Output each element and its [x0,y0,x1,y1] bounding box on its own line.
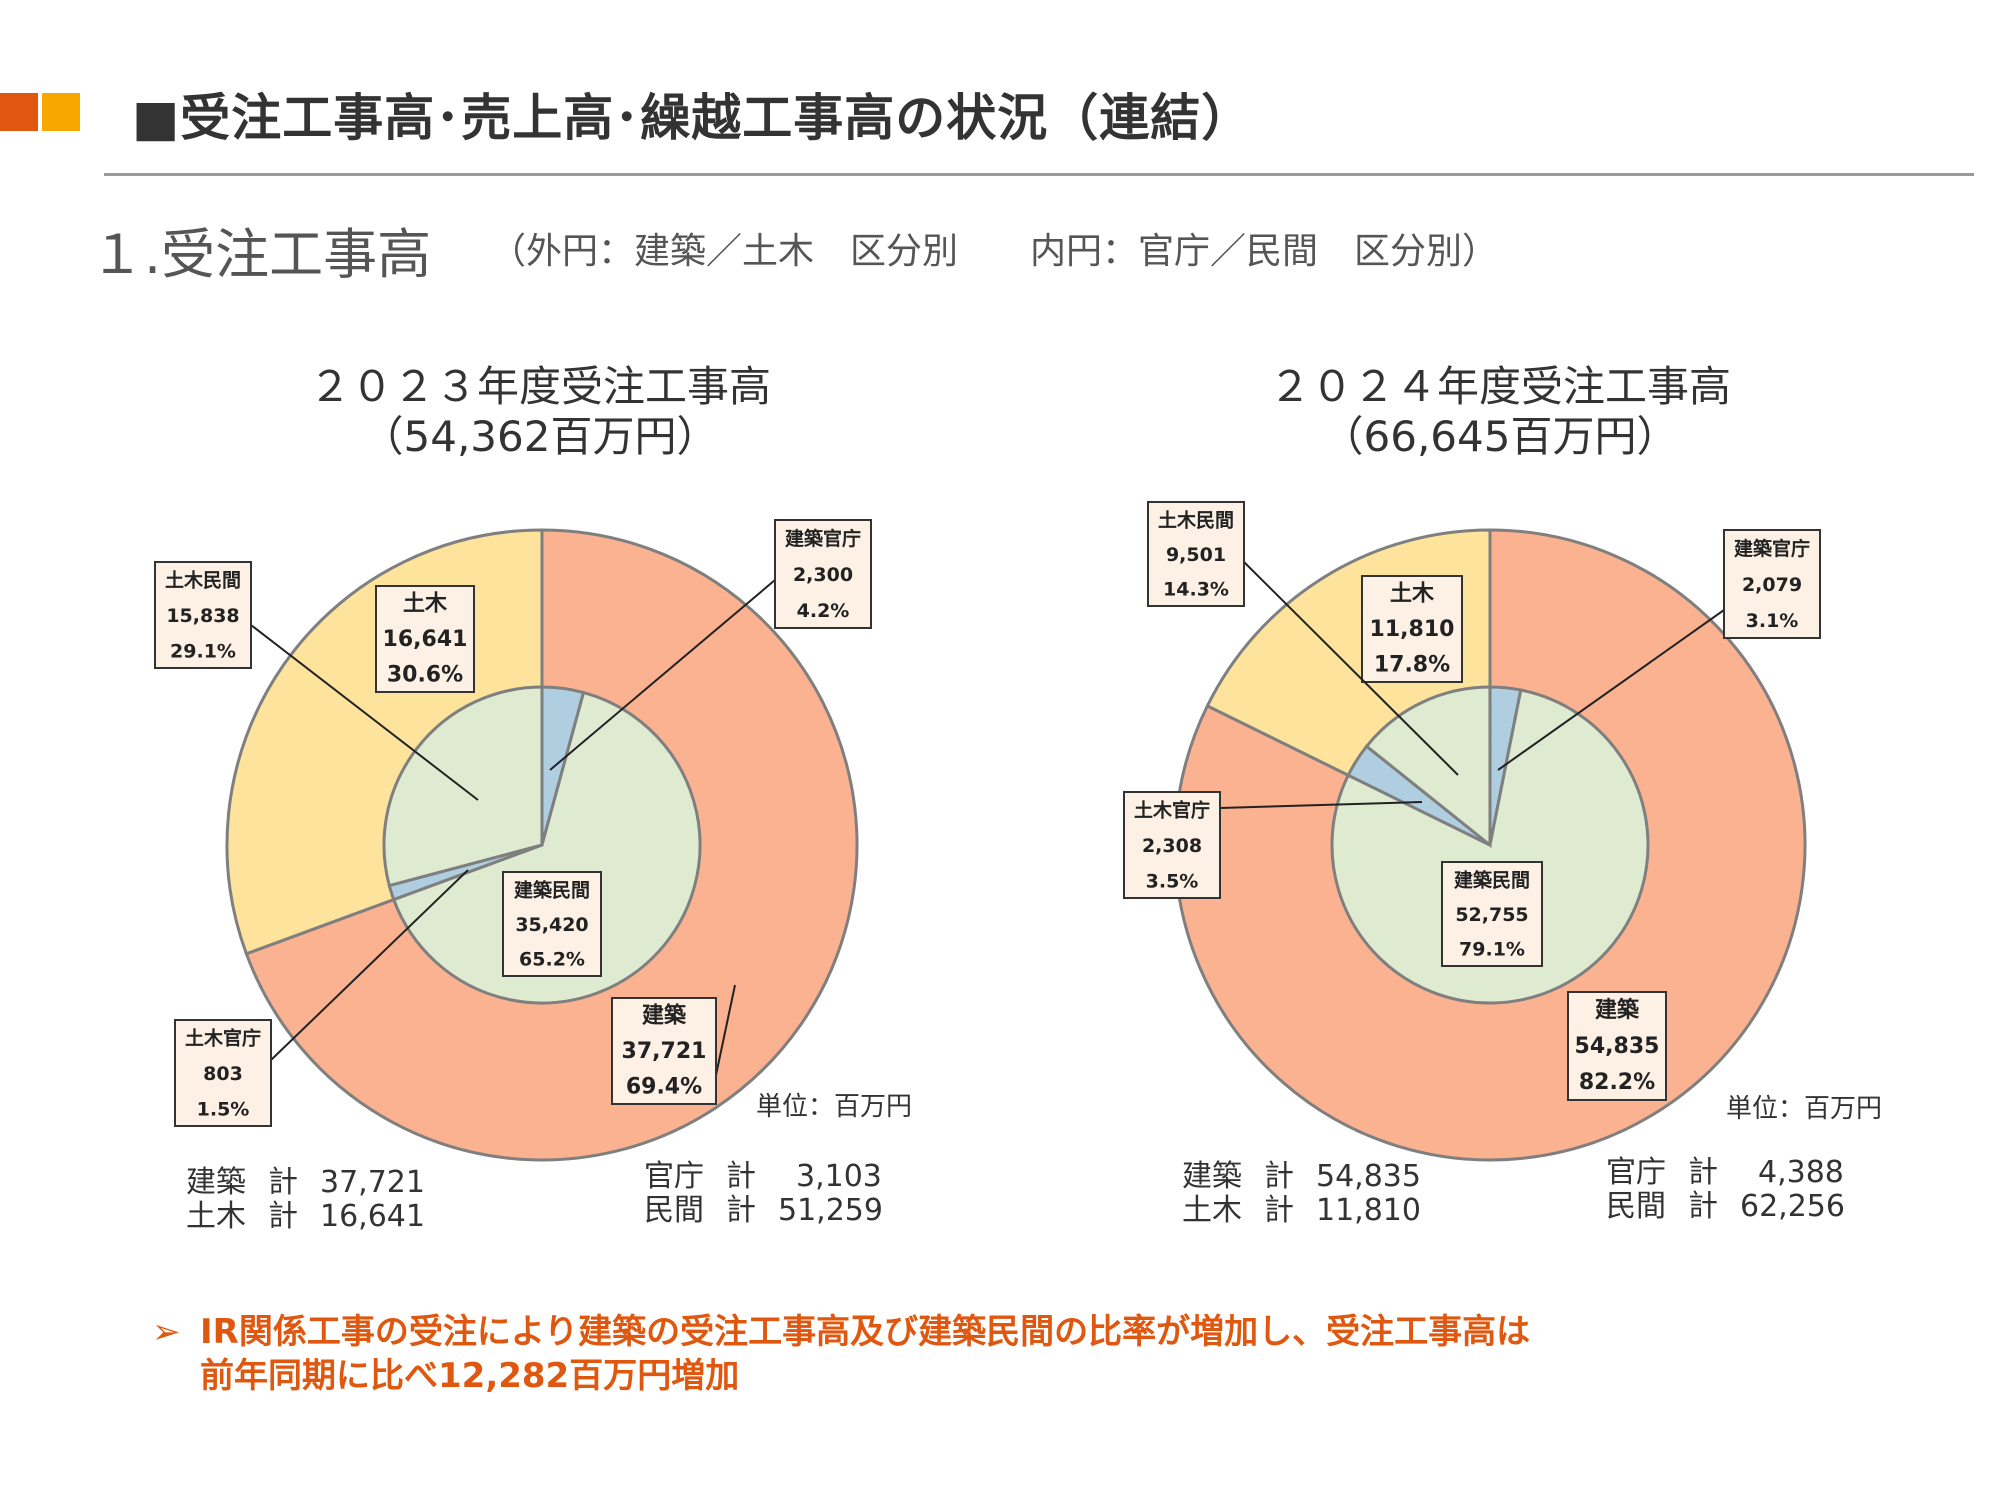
chart-2023-data-label-box [611,997,717,1105]
chart-2024-totals-left: 建築計 54,835 土木計 11,810 [1182,1160,1421,1228]
chart-2024-data-label-box [1567,991,1667,1101]
chart-2024-data-label-box [1147,501,1245,607]
chart-2023-data-label-text: 建築 [642,1003,687,1029]
chart-2024-data-label-box [1723,529,1821,639]
section-note: （外円：建築／土木 区分別 内円：官庁／民間 区分別） [490,231,1499,272]
total-row: 土木計 11,810 [1182,1193,1421,1228]
chart-2024-data-label-text: 3.5% [1146,870,1199,892]
donut-charts: 建築 37,721 69.4% 土木 16,641 30.6% 建築官庁 2,300 4.2% 建… [154,501,1821,1162]
chart-2024-data-label-text: 79.1% [1459,939,1525,961]
total-row: 建築計 54,835 [1182,1159,1421,1194]
chart-2024-unit: 単位：百万円 [1726,1094,1883,1124]
chart-2023-totals-right: 官庁計 3,103 民間計 51,259 [644,1160,883,1228]
chart-2023-unit: 単位：百万円 [756,1092,913,1122]
chart-2023-data-label-text: 803 [203,1063,243,1085]
footnote-line2: 前年同期に比べ12,282百万円増加 [200,1356,740,1396]
chart-2023-inner-slice [382,685,544,888]
chart-2024-data-label-text: 建築民間 [1454,868,1530,891]
chart-2023-data-label-text: 69.4% [626,1074,702,1099]
chart-2023-data-label-text: 65.2% [519,949,585,971]
chart-2024-data-label-text: 2,308 [1142,835,1202,857]
chart-2024-data-label-text: 54,835 [1575,1034,1660,1059]
chart-2023-data-label-text: 4.2% [797,600,850,622]
chart-2024-title-line2: （66,645百万円） [1321,412,1679,461]
chart-2024-title-line1: ２０２４年度受注工事高 [1268,362,1731,411]
chart-2023-data-label-box [375,585,475,693]
chart-2023-data-label-text: 16,641 [383,627,468,652]
arrow-bullet-icon: ➢ [152,1312,181,1352]
chart-2024-data-label-box [1441,861,1543,967]
total-row: 官庁計 3,103 [644,1159,882,1194]
footnote-line1: IR関係工事の受注により建築の受注工事高及び建築民間の比率が増加し、受注工事高は [200,1312,1531,1352]
chart-2023-inner-slice [391,690,702,1005]
chart-2023-data-label-box [174,1019,272,1127]
chart-2024-data-label-text: 14.3% [1163,579,1229,601]
chart-2024-data-label-text: 82.2% [1579,1070,1655,1095]
section-title: １.受注工事高 [90,223,432,286]
footnote: ➢ IR関係工事の受注により建築の受注工事高及び建築民間の比率が増加し、受注工事… [152,1310,1530,1398]
chart-2024-data-label-box [1123,791,1221,899]
chart-2023-data-label-box [774,519,872,629]
chart-2023-data-label-box [502,871,602,977]
chart-2024-data-label-text: 土木官庁 [1134,799,1210,822]
chart-2024-title: ２０２４年度受注工事高 （66,645百万円） [1150,362,1850,462]
chart-2023-title: ２０２３年度受注工事高 （54,362百万円） [190,362,890,462]
chart-2023-totals-left: 建築計 37,721 土木計 16,641 [186,1166,425,1234]
chart-2024-data-label-box [1361,575,1463,683]
chart-2024-data-label-text: 17.8% [1374,652,1450,677]
chart-2023-data-label-text: 土木 [403,592,448,617]
total-row: 民間計 62,256 [1606,1189,1845,1224]
chart-2023-title-line1: ２０２３年度受注工事高 [308,362,771,411]
chart-2023-data-label-text: 1.5% [197,1098,250,1120]
chart-2024-data-label-text: 建築 [1595,997,1640,1023]
chart-2023-data-label-text: 建築民間 [514,878,590,901]
title-divider [104,173,1974,176]
chart-2023-data-label-text: 2,300 [793,564,853,586]
chart-2023-leader-line [250,624,479,801]
chart-2024-leader-line [1497,609,1725,771]
chart-2024-leader-line [1243,561,1459,776]
accent-block-yellow [42,93,80,131]
chart-2023-leader-line [715,984,736,1076]
chart-2024-totals-right: 官庁計 4,388 民間計 62,256 [1606,1156,1845,1224]
chart-2023-leader-line [549,579,776,771]
chart-2023-data-label-text: 29.1% [170,640,236,662]
chart-2024-data-label-text: 9,501 [1166,544,1226,566]
chart-2024-data-label-text: 建築官庁 [1734,537,1810,560]
chart-2024-data-label-text: 11,810 [1370,617,1455,642]
chart-2023-data-label-text: 土木官庁 [185,1027,261,1050]
total-row: 官庁計 4,388 [1606,1155,1844,1190]
chart-2024-data-label-text: 52,755 [1455,904,1528,926]
chart-2023-data-label-text: 35,420 [515,914,588,936]
chart-2024-data-label-text: 2,079 [1742,574,1802,596]
chart-2023-data-label-text: 37,721 [622,1039,707,1064]
accent-block-orange [0,93,38,131]
chart-2024-inner-slice [1364,685,1492,849]
chart-2023-data-label-text: 土木民間 [165,569,241,592]
total-row: 建築計 37,721 [186,1165,425,1200]
chart-2024-leader-line [1219,801,1423,809]
chart-2024-data-label-text: 土木民間 [1158,508,1234,531]
chart-2023-title-line2: （54,362百万円） [361,412,719,461]
chart-2023-leader-line [270,869,469,1061]
total-row: 土木計 16,641 [186,1199,425,1234]
chart-2023-data-label-text: 15,838 [166,605,239,627]
page-title: ■受注工事高･売上高･繰越工事高の状況（連結） [132,89,1253,147]
total-row: 民間計 51,259 [644,1193,883,1228]
chart-2023-data-label-box [154,561,252,669]
chart-2024-data-label-text: 3.1% [1746,610,1799,632]
chart-2024-data-label-text: 土木 [1390,582,1435,607]
chart-2023-data-label-text: 建築官庁 [785,527,861,550]
chart-2023-data-label-text: 30.6% [387,662,463,687]
